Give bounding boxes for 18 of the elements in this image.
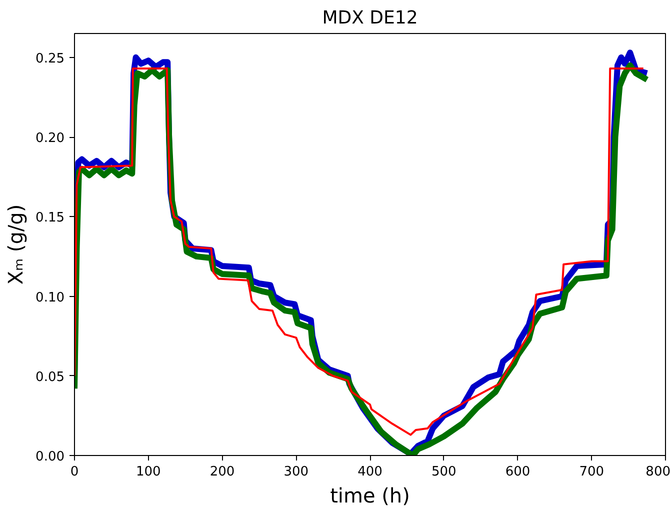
x-tick-label: 800 bbox=[646, 464, 670, 480]
y-tick-label: 0.15 bbox=[36, 210, 65, 226]
x-tick-label: 700 bbox=[579, 464, 604, 480]
x-tick-label: 500 bbox=[431, 464, 456, 480]
x-tick-label: 100 bbox=[136, 464, 161, 480]
x-tick-label: 300 bbox=[284, 464, 309, 480]
y-tick-label: 0.25 bbox=[36, 51, 65, 66]
y-tick-label: 0.20 bbox=[36, 131, 65, 146]
x-tick-label: 400 bbox=[358, 464, 382, 480]
x-tick-label: 0 bbox=[70, 464, 79, 480]
y-tick-label: 0.10 bbox=[36, 290, 65, 306]
x-tick-label: 200 bbox=[210, 464, 235, 480]
x-axis-title: time (h) bbox=[330, 484, 410, 508]
y-tick-label: 0.05 bbox=[36, 370, 65, 385]
y-tick-label: 0.00 bbox=[36, 450, 65, 464]
y-axis-title: Xₘ (g/g) bbox=[4, 204, 28, 285]
chart-title: MDX DE12 bbox=[322, 8, 418, 28]
x-tick-label: 600 bbox=[505, 464, 530, 480]
